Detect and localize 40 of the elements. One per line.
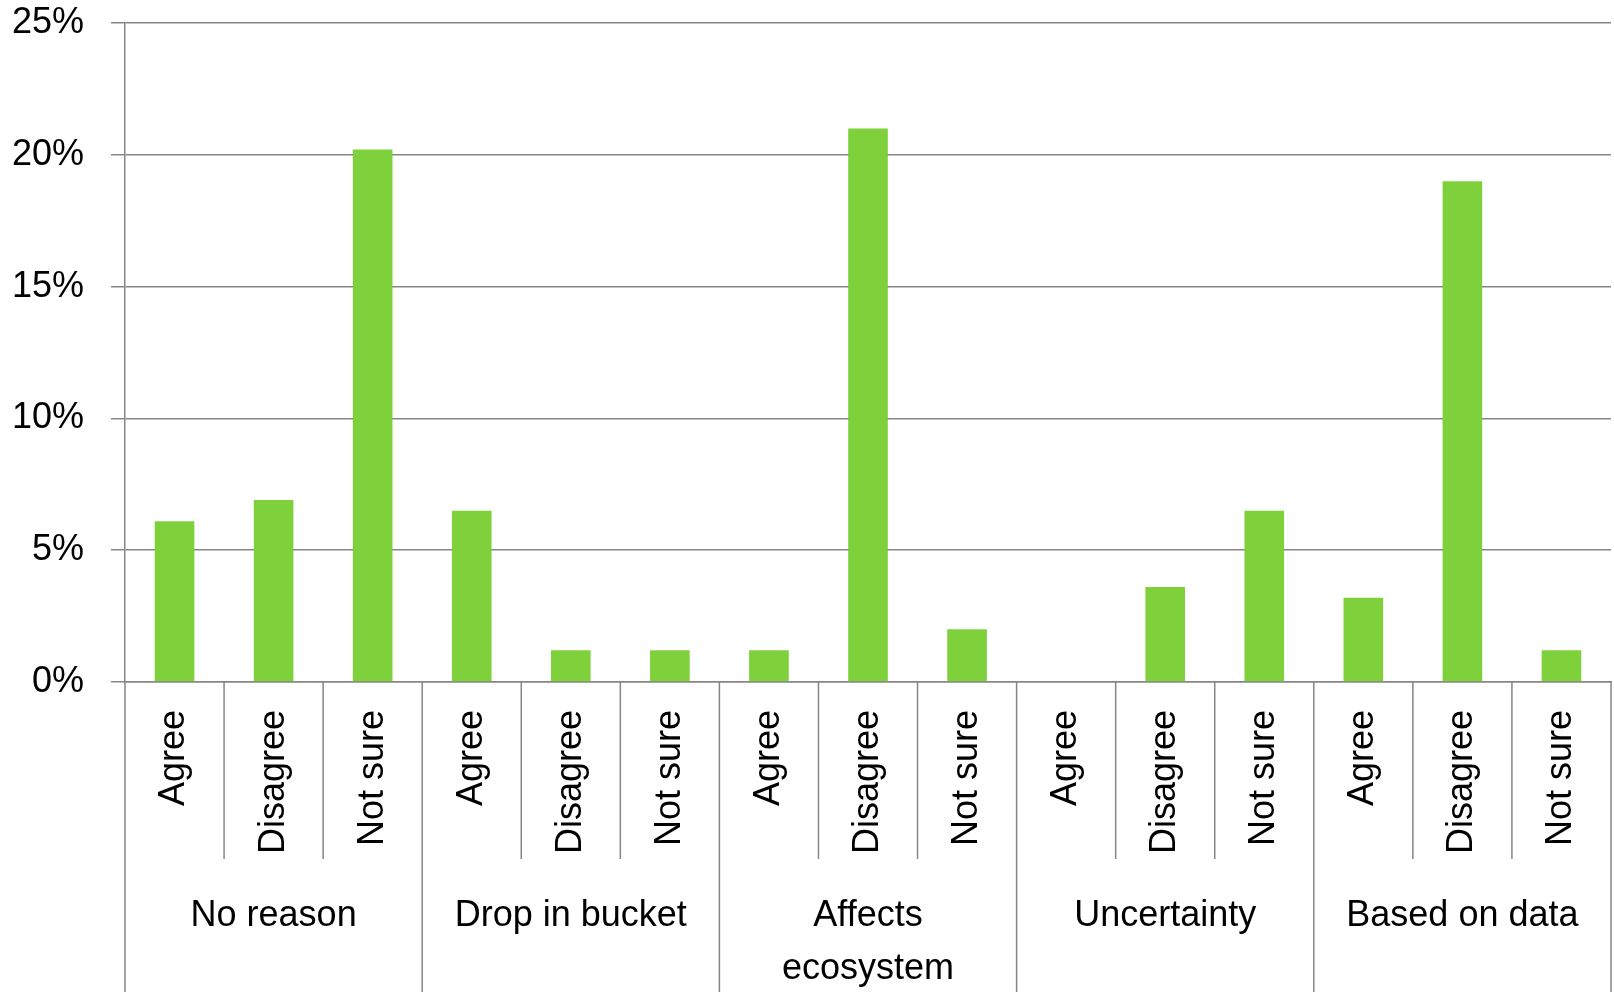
x-tick-label: Disagree [1142,710,1184,855]
x-tick-label: Disagree [1439,710,1481,855]
text: Affects ecosystem [781,892,955,987]
bar [253,500,294,682]
y-tick-label: 5% [31,527,84,569]
text: No reason [190,892,357,934]
bar [848,128,888,682]
x-tick-label: Not sure [349,710,391,847]
text: Based on data [1346,892,1580,934]
y-tick-label: 10% [11,395,84,437]
bar [352,149,393,682]
x-tick-label: Agree [448,710,490,807]
bar [451,510,492,682]
x-tick-label: Disagree [547,710,589,855]
x-tick-label: Disagree [250,710,292,855]
bar [947,629,987,682]
bar [1442,181,1483,682]
bar [650,650,690,682]
x-tick-label: Agree [745,710,787,807]
x-tick-label: Not sure [1241,710,1283,847]
x-tick-label: Agree [151,710,193,807]
y-tick-label: 20% [11,131,84,173]
x-tick-label: Not sure [943,710,985,847]
y-tick-label: 25% [11,0,84,41]
text: Uncertainty [1074,892,1257,934]
bar [154,521,195,682]
y-tick-label: 0% [31,658,84,700]
bar [550,650,591,682]
x-tick-label: Disagree [844,710,886,855]
x-tick-label: Agree [1043,710,1085,807]
y-tick-label: 15% [11,263,84,305]
bar [1145,587,1186,682]
bar [749,650,789,682]
x-tick-label: Agree [1340,710,1382,807]
x-tick-label: Not sure [646,710,688,847]
bar [1541,650,1582,682]
bar [1244,510,1285,682]
text: Drop in bucket [454,892,687,934]
bar [1343,597,1384,682]
x-tick-label: Not sure [1538,710,1580,847]
